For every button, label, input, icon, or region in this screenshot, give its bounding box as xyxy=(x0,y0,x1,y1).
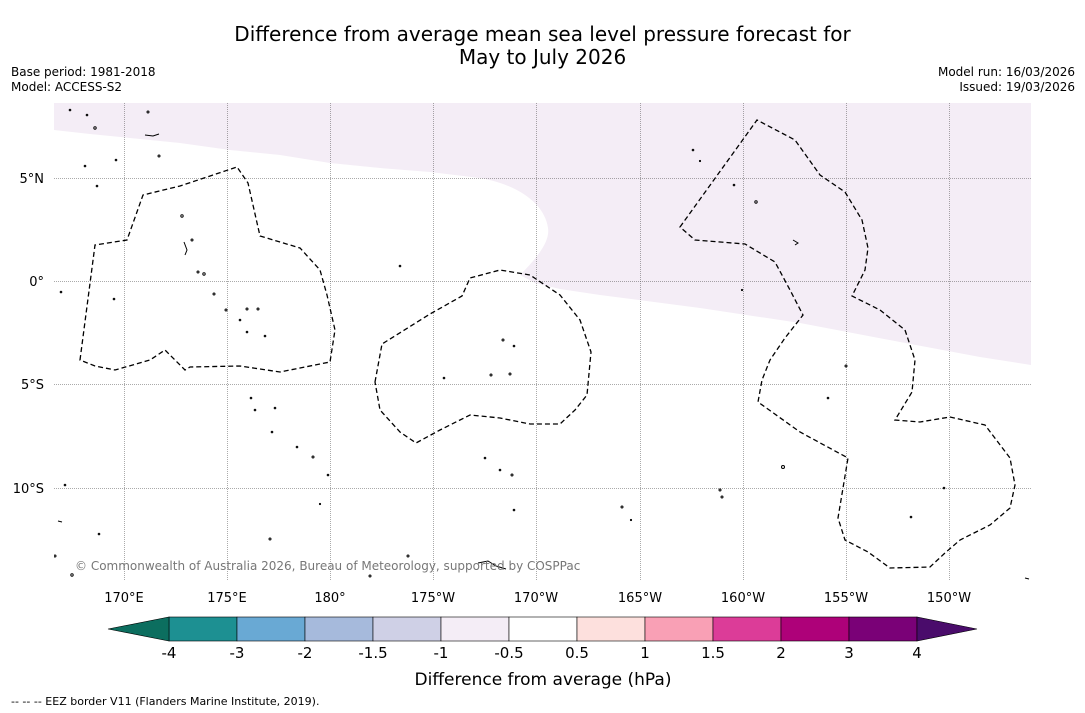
colorbar-tick: 1 xyxy=(640,644,650,662)
lon-label: 175°W xyxy=(411,591,455,606)
colorbar-tick: 2 xyxy=(776,644,786,662)
colorbar-tick: 1.5 xyxy=(701,644,725,662)
lon-labels: 170°E 175°E 180° 175°W 170°W 165°W 160°W… xyxy=(104,591,971,606)
colorbar-segment xyxy=(780,616,850,642)
lon-label: 165°W xyxy=(618,591,662,606)
lon-label: 155°W xyxy=(824,591,868,606)
colorbar-tick: 0.5 xyxy=(565,644,589,662)
map-area: © Commonwealth of Australia 2026, Bureau… xyxy=(54,103,1031,580)
colorbar-segment xyxy=(372,616,442,642)
meta-right: Model run: 16/03/2026 Issued: 19/03/2026 xyxy=(938,65,1075,95)
colorbar-tick: -2 xyxy=(298,644,313,662)
base-period: Base period: 1981-2018 xyxy=(11,65,156,79)
eez-borders xyxy=(79,119,1016,569)
colorbar xyxy=(107,616,978,642)
lon-label: 175°E xyxy=(207,591,247,606)
colorbar-segment xyxy=(304,616,374,642)
colorbar-segment xyxy=(712,616,782,642)
colorbar-ticks: -4 -3 -2 -1.5 -1 -0.5 0.5 1 1.5 2 3 4 xyxy=(162,644,922,662)
colorbar-tick: -3 xyxy=(230,644,245,662)
lat-label: 5°N xyxy=(20,172,45,187)
gridlines xyxy=(54,103,1031,580)
colorbar-tick: -4 xyxy=(162,644,177,662)
colorbar-over-arrow xyxy=(916,616,978,642)
lat-label: 5°S xyxy=(21,378,44,393)
colorbar-segment xyxy=(168,616,238,642)
colorbar-under-arrow xyxy=(107,616,170,642)
model-run: Model run: 16/03/2026 xyxy=(937,65,1075,79)
anomaly-region xyxy=(54,103,1031,365)
copyright-notice: © Commonwealth of Australia 2026, Bureau… xyxy=(75,559,580,573)
colorbar-tick: -1.5 xyxy=(358,644,387,662)
colorbar-tick: 4 xyxy=(912,644,922,662)
lon-label: 170°W xyxy=(514,591,558,606)
chart-title-line2: May to July 2026 xyxy=(458,45,627,69)
colorbar-segment xyxy=(576,616,646,642)
colorbar-title: Difference from average (hPa) xyxy=(415,670,672,690)
lon-label: 180° xyxy=(314,591,345,606)
lat-label: 10°S xyxy=(13,482,44,497)
colorbar-segment xyxy=(644,616,714,642)
model-name: Model: ACCESS-S2 xyxy=(11,80,123,94)
meta-left: Base period: 1981-2018 Model: ACCESS-S2 xyxy=(11,65,156,95)
lon-label: 170°E xyxy=(104,591,144,606)
lat-label: 0° xyxy=(29,275,44,290)
lat-labels: 5°N 0° 5°S 10°S xyxy=(13,172,44,497)
lon-label: 160°W xyxy=(721,591,765,606)
issued-date: Issued: 19/03/2026 xyxy=(959,80,1075,94)
islands xyxy=(54,108,1030,580)
chart-title-line1: Difference from average mean sea level p… xyxy=(234,22,851,46)
colorbar-tick: 3 xyxy=(844,644,854,662)
colorbar-segment xyxy=(848,616,918,642)
eez-kiribati-line xyxy=(679,119,1016,569)
colorbar-tick: -1 xyxy=(434,644,449,662)
lon-label: 150°W xyxy=(927,591,971,606)
colorbar-tick: -0.5 xyxy=(494,644,523,662)
colorbar-segment xyxy=(508,616,578,642)
eez-kiribati-gilbert xyxy=(79,166,336,373)
colorbar-segment xyxy=(236,616,306,642)
eez-footnote: -- -- -- EEZ border V11 (Flanders Marine… xyxy=(11,695,320,708)
eez-kiribati-phoenix xyxy=(374,269,592,444)
colorbar-segment xyxy=(440,616,510,642)
